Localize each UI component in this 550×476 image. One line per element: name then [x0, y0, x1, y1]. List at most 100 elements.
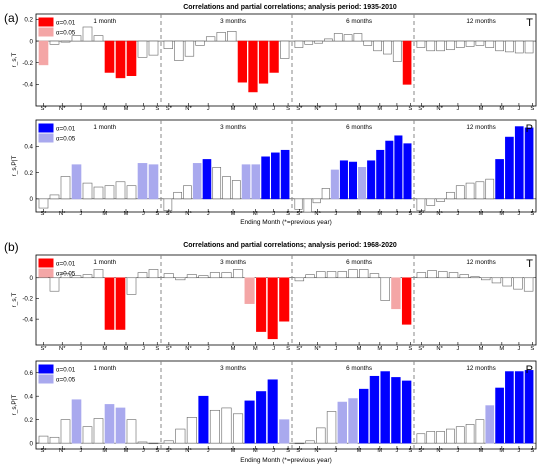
bar — [49, 436, 60, 444]
y-tick-label: 0.2 — [24, 17, 33, 24]
bar — [305, 274, 315, 279]
x-tick-label: M — [231, 106, 236, 112]
bar — [280, 40, 290, 59]
bar — [376, 149, 385, 200]
bar — [248, 40, 258, 93]
bar — [175, 428, 186, 444]
legend-swatch — [38, 268, 54, 278]
x-tick-label: S* — [166, 106, 173, 112]
bar — [209, 272, 220, 279]
x-tick-label: J — [395, 106, 398, 112]
bar — [367, 160, 376, 200]
corner-label: T — [526, 17, 533, 29]
bar — [174, 40, 184, 61]
bar — [465, 40, 475, 47]
y-tick-label: 0.6 — [24, 370, 33, 377]
bar — [485, 405, 495, 444]
x-tick-label: J — [142, 346, 145, 352]
bar — [163, 198, 173, 211]
x-tick-label: S — [286, 346, 290, 352]
x-tick-label: J — [456, 106, 459, 112]
bar — [148, 164, 159, 200]
bar — [38, 40, 49, 66]
bar — [205, 36, 216, 42]
bar — [71, 35, 82, 42]
x-tick-label: J — [517, 346, 520, 352]
x-axis-label: Ending Month (*=previous year) — [240, 219, 332, 226]
bar — [426, 431, 436, 444]
legend-label: α=0.01 — [56, 20, 76, 27]
bar — [38, 198, 49, 209]
panel-b: (b) Correlations and partial correlation… — [4, 240, 537, 464]
x-tick-label: S — [286, 106, 290, 112]
panel-label: (b) — [4, 240, 19, 254]
subplot-precipitation: 0 0.2 0.4 r_s,P|T 1 month S* N* J M M J S 3 months S*… — [11, 119, 537, 226]
bar — [470, 276, 480, 279]
legend-swatch — [38, 364, 54, 374]
bar — [198, 395, 209, 444]
bar — [485, 178, 495, 200]
x-tick-label: S — [530, 448, 534, 454]
bar — [115, 40, 126, 79]
legend-label: α=0.01 — [56, 126, 76, 133]
x-tick-label: M — [231, 211, 236, 217]
x-tick-label: J — [207, 448, 210, 454]
x-tick-label: J — [334, 448, 337, 454]
bar — [183, 185, 192, 200]
x-tick-label: J — [272, 346, 275, 352]
bar — [339, 160, 348, 200]
bar — [216, 32, 226, 42]
bar — [126, 40, 137, 76]
bar — [326, 411, 337, 444]
x-tick-label: S* — [418, 211, 425, 217]
x-tick-label: M — [499, 106, 504, 112]
x-tick-label: J — [517, 211, 520, 217]
x-tick-label: M — [479, 211, 484, 217]
bar — [279, 277, 290, 322]
bar — [104, 40, 115, 73]
y-tick-label: 0.2 — [24, 417, 33, 424]
x-tick-label: J — [395, 448, 398, 454]
x-tick-label: J — [80, 346, 83, 352]
bar — [514, 126, 524, 200]
bar — [475, 419, 485, 444]
bar — [93, 418, 104, 444]
bar — [60, 176, 71, 200]
bar — [104, 277, 115, 330]
bar — [505, 371, 514, 444]
window-label: 1 month — [93, 18, 116, 25]
y-tick-label: 0 — [30, 38, 34, 45]
x-tick-label: S* — [40, 346, 47, 352]
bar — [455, 185, 465, 200]
legend-label: α=0.05 — [56, 30, 76, 37]
x-tick-label: M — [499, 448, 504, 454]
x-tick-label: S — [408, 211, 412, 217]
x-tick-label: M — [479, 106, 484, 112]
bar — [195, 40, 205, 46]
bar — [256, 277, 267, 332]
x-tick-label: M — [253, 106, 258, 112]
bar — [104, 185, 115, 200]
legend-swatch — [38, 133, 54, 143]
x-tick-label: M — [479, 448, 484, 454]
panel-title: Correlations and partial correlations; a… — [183, 4, 397, 11]
bar — [373, 40, 382, 52]
bar — [485, 40, 495, 48]
legend-swatch — [38, 123, 54, 133]
x-tick-label: M — [499, 346, 504, 352]
x-tick-label: M — [124, 106, 129, 112]
bar — [244, 277, 255, 304]
y-tick-label: 0.4 — [24, 144, 33, 151]
corner-label: T — [526, 258, 533, 270]
bar — [294, 277, 305, 282]
legend-swatch — [38, 258, 54, 268]
x-tick-label: J — [456, 211, 459, 217]
bar — [359, 388, 369, 444]
y-axis-label: r_s,T — [11, 53, 18, 68]
window-label: 3 months — [220, 365, 246, 372]
bar — [269, 40, 279, 73]
bar — [505, 136, 514, 200]
bar — [93, 35, 104, 42]
bar — [184, 40, 195, 57]
